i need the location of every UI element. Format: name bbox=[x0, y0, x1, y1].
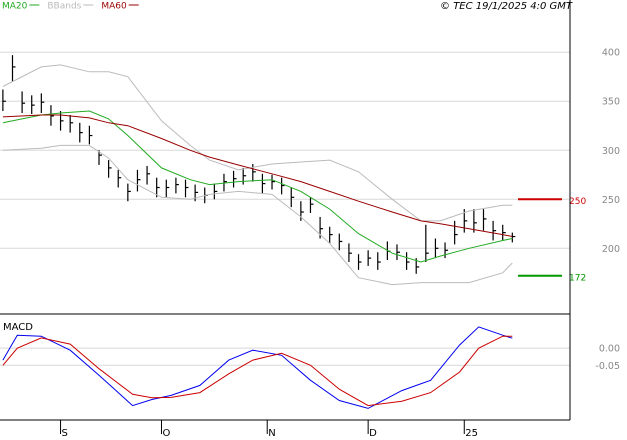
indicator-line bbox=[2, 144, 513, 286]
legend-label: MA20 bbox=[2, 2, 28, 12]
macd-line bbox=[2, 326, 513, 409]
level-label: 172 bbox=[569, 273, 586, 283]
source-note: © TEC 19/1/2025 4:0 GMT bbox=[440, 1, 573, 12]
macd-title: MACD bbox=[3, 322, 33, 333]
x-tick-label: O bbox=[162, 428, 170, 439]
legend-label: MA60 bbox=[101, 2, 127, 12]
x-tick-label: S bbox=[62, 428, 68, 439]
y-tick-label: -0.05 bbox=[595, 361, 620, 372]
y-tick-label: 0.00 bbox=[599, 344, 620, 355]
y-tick-label: 400 bbox=[602, 48, 620, 59]
y-tick-label: 200 bbox=[602, 244, 620, 255]
level-label: 250 bbox=[569, 197, 586, 207]
y-tick-label: 300 bbox=[602, 146, 620, 157]
macd-line bbox=[2, 335, 513, 407]
indicator-line bbox=[2, 110, 513, 263]
legend-label: BBands bbox=[47, 2, 81, 12]
y-tick-label: 350 bbox=[602, 97, 620, 108]
x-tick-label: D bbox=[369, 428, 377, 439]
indicator-line bbox=[2, 114, 513, 237]
x-tick-label: 25 bbox=[465, 428, 478, 439]
y-tick-label: 250 bbox=[602, 195, 620, 206]
x-tick-label: N bbox=[268, 428, 275, 439]
indicator-line bbox=[2, 64, 513, 222]
